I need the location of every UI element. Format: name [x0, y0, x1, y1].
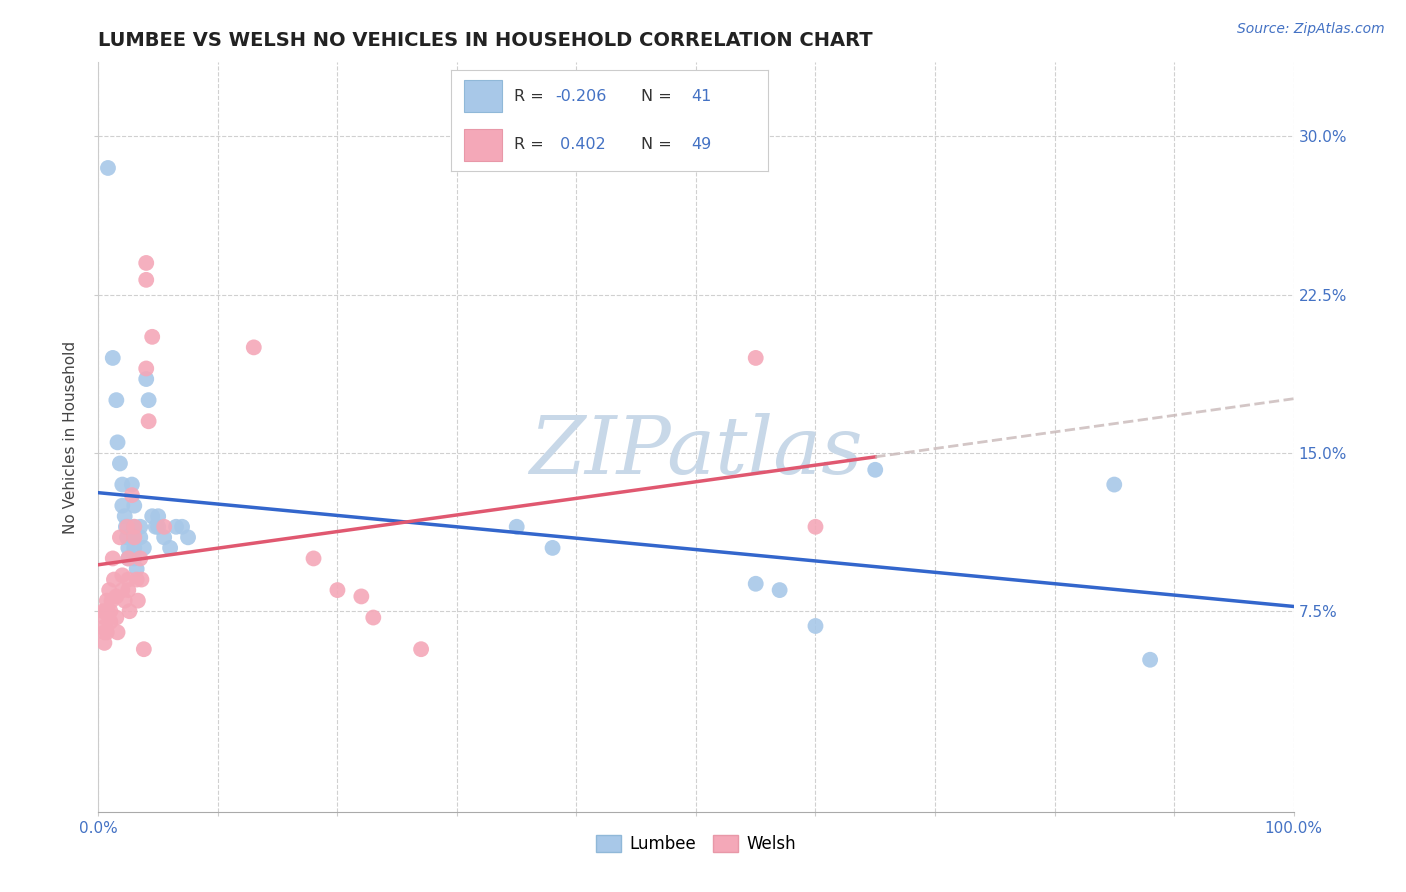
Point — [326, 583, 349, 598]
Point — [117, 551, 139, 566]
Point — [124, 520, 146, 534]
Point — [124, 520, 146, 534]
Point — [506, 520, 529, 534]
Point — [135, 361, 157, 376]
Point — [132, 541, 155, 555]
Point — [100, 593, 122, 607]
Point — [129, 520, 152, 534]
Point — [97, 604, 120, 618]
Point — [177, 530, 200, 544]
Point — [115, 520, 138, 534]
Point — [114, 509, 136, 524]
Point — [118, 604, 141, 618]
Point — [148, 520, 170, 534]
Point — [131, 573, 153, 587]
Point — [117, 573, 139, 587]
Point — [865, 463, 887, 477]
Point — [96, 625, 118, 640]
Point — [107, 435, 129, 450]
Point — [1104, 477, 1126, 491]
Point — [165, 520, 187, 534]
Point — [124, 499, 146, 513]
Point — [115, 520, 138, 534]
Point — [127, 593, 149, 607]
Legend: Lumbee, Welsh: Lumbee, Welsh — [589, 828, 803, 860]
Point — [243, 340, 266, 354]
Point — [117, 551, 139, 566]
Point — [97, 161, 120, 175]
Point — [108, 457, 131, 471]
Point — [121, 477, 143, 491]
Point — [93, 610, 115, 624]
Y-axis label: No Vehicles in Household: No Vehicles in Household — [63, 341, 79, 533]
Point — [411, 642, 433, 657]
Point — [96, 593, 118, 607]
Point — [804, 520, 827, 534]
Point — [745, 576, 768, 591]
Point — [159, 541, 181, 555]
Point — [135, 273, 157, 287]
Text: ZIPatlas: ZIPatlas — [529, 413, 863, 491]
Point — [132, 642, 155, 657]
Point — [363, 610, 385, 624]
Point — [94, 619, 117, 633]
Point — [153, 530, 176, 544]
Point — [145, 520, 167, 534]
Point — [114, 593, 136, 607]
Point — [350, 590, 373, 604]
Point — [138, 393, 160, 408]
Point — [135, 372, 157, 386]
Point — [111, 477, 134, 491]
Point — [768, 583, 790, 598]
Point — [105, 590, 128, 604]
Point — [302, 551, 325, 566]
Point — [111, 568, 134, 582]
Point — [111, 583, 134, 598]
Point — [117, 583, 139, 598]
Point — [111, 499, 134, 513]
Point — [1139, 653, 1161, 667]
Text: LUMBEE VS WELSH NO VEHICLES IN HOUSEHOLD CORRELATION CHART: LUMBEE VS WELSH NO VEHICLES IN HOUSEHOLD… — [98, 30, 873, 50]
Point — [138, 414, 160, 428]
Point — [124, 551, 146, 566]
Point — [141, 330, 163, 344]
Point — [745, 351, 768, 365]
Point — [91, 604, 114, 618]
Point — [148, 509, 170, 524]
Point — [98, 604, 122, 618]
Point — [141, 509, 163, 524]
Point — [124, 541, 146, 555]
Point — [101, 351, 124, 365]
Point — [125, 562, 148, 576]
Point — [121, 488, 143, 502]
Point — [541, 541, 564, 555]
Point — [124, 530, 146, 544]
Point — [108, 530, 131, 544]
Point — [804, 619, 827, 633]
Point — [135, 256, 157, 270]
Point — [129, 551, 152, 566]
Point — [93, 625, 115, 640]
Point — [103, 573, 125, 587]
Point — [115, 530, 138, 544]
Point — [125, 573, 148, 587]
Point — [98, 583, 121, 598]
Text: Source: ZipAtlas.com: Source: ZipAtlas.com — [1237, 22, 1385, 37]
Point — [105, 393, 128, 408]
Point — [107, 625, 129, 640]
Point — [101, 551, 124, 566]
Point — [105, 610, 128, 624]
Point — [172, 520, 194, 534]
Point — [129, 530, 152, 544]
Point — [94, 604, 117, 618]
Point — [98, 615, 122, 629]
Point — [93, 636, 115, 650]
Point — [153, 520, 176, 534]
Point — [117, 541, 139, 555]
Point — [124, 530, 146, 544]
